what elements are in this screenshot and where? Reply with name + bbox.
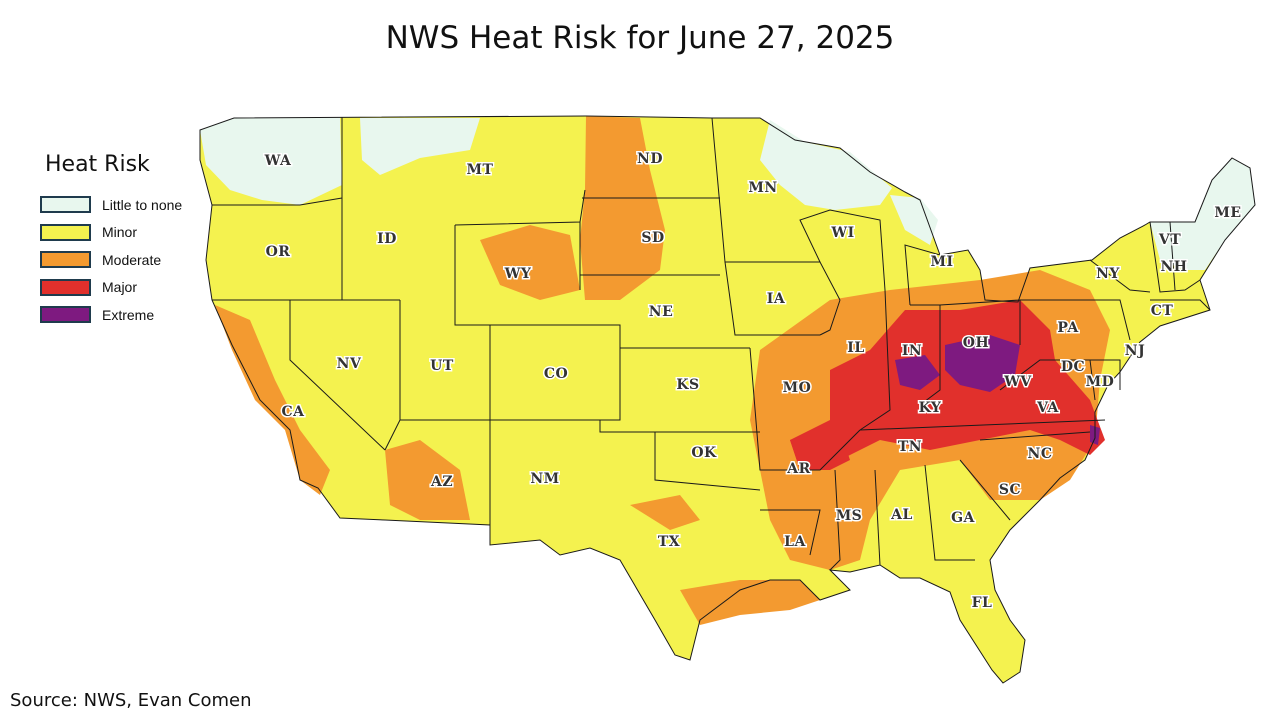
map-title: NWS Heat Risk for June 27, 2025	[385, 20, 895, 56]
state-label-ia: IA	[767, 291, 786, 307]
risk-little-pacific-nw	[200, 117, 342, 205]
state-labels: WA OR CA ID NV MT WY UT AZ CO NM ND SD N…	[262, 150, 1242, 613]
risk-little-great-lakes	[890, 195, 938, 245]
risk-little-northern-rockies	[360, 118, 480, 175]
state-label-dc: DC	[1061, 359, 1085, 375]
state-label-ut: UT	[430, 358, 454, 374]
state-label-md: MD	[1086, 374, 1115, 390]
state-label-nd: ND	[637, 151, 663, 167]
legend-item-little-to-none: Little to none	[40, 191, 182, 219]
state-label-wi: WI	[830, 225, 854, 241]
legend-item-moderate: Moderate	[40, 246, 182, 274]
state-label-vt: VT	[1158, 232, 1181, 248]
state-label-mn: MN	[748, 180, 777, 196]
legend-swatch-extreme	[40, 306, 91, 324]
risk-moderate-gulf-coast	[680, 580, 820, 625]
state-label-ga: GA	[951, 510, 975, 526]
legend-item-minor: Minor	[40, 219, 182, 247]
legend-swatch-little-to-none	[40, 196, 91, 214]
legend-item-extreme: Extreme	[40, 301, 182, 329]
state-label-sc: SC	[999, 482, 1021, 498]
state-label-nc: NC	[1028, 446, 1053, 462]
state-label-ar: AR	[786, 461, 811, 477]
state-label-ms: MS	[836, 508, 863, 524]
state-label-al: AL	[890, 507, 913, 523]
state-label-or: OR	[266, 244, 291, 260]
risk-little-upper-midwest	[760, 120, 892, 210]
state-label-id: ID	[377, 231, 397, 247]
state-label-fl: FL	[972, 595, 993, 611]
state-label-co: CO	[544, 366, 568, 382]
state-borders	[199, 115, 1256, 684]
state-label-il: IL	[847, 340, 864, 356]
state-label-ca: CA	[281, 404, 305, 420]
state-label-mi: MI	[930, 254, 953, 270]
legend-label: Little to none	[102, 196, 183, 213]
state-label-ct: CT	[1151, 303, 1174, 319]
state-label-tn: TN	[898, 439, 922, 455]
source-credit: Source: NWS, Evan Comen	[10, 690, 252, 711]
legend-label: Minor	[102, 224, 138, 241]
state-label-wa: WA	[264, 153, 292, 169]
state-label-nv: NV	[337, 356, 362, 372]
legend-label: Extreme	[102, 306, 155, 323]
risk-major-ohio-valley	[790, 300, 1105, 470]
state-label-pa: PA	[1057, 320, 1079, 336]
state-label-mt: MT	[467, 162, 494, 178]
risk-moderate-dakotas	[580, 116, 665, 300]
state-label-ks: KS	[676, 377, 699, 393]
risk-extreme-ohio	[945, 335, 1020, 392]
state-label-wv: WV	[1003, 374, 1032, 390]
legend-label: Major	[102, 279, 138, 296]
state-label-ne: NE	[649, 304, 673, 320]
us-land-base	[200, 116, 1255, 683]
state-label-ok: OK	[691, 445, 717, 461]
legend-swatch-moderate	[40, 251, 91, 269]
state-label-va: VA	[1036, 400, 1059, 416]
risk-major-arkansas-delta	[790, 430, 850, 470]
risk-moderate-arizona	[385, 440, 470, 520]
state-label-me: ME	[1214, 205, 1241, 221]
state-label-nm: NM	[530, 471, 559, 487]
legend-label: Moderate	[102, 251, 162, 268]
legend-item-major: Major	[40, 274, 182, 302]
state-label-tx: TX	[658, 534, 680, 550]
legend-swatch-major	[40, 278, 91, 296]
state-label-la: LA	[784, 534, 806, 550]
risk-little-new-england	[1150, 158, 1255, 270]
risk-moderate-texas-east	[630, 495, 700, 530]
state-label-nh: NH	[1160, 259, 1187, 275]
state-label-wy: WY	[504, 266, 532, 282]
risk-moderate-wyoming	[480, 225, 580, 300]
state-label-mo: MO	[783, 380, 812, 396]
risk-extreme-indiana	[895, 355, 940, 390]
state-label-in: IN	[902, 343, 922, 359]
risk-moderate-california	[215, 305, 330, 495]
legend: Heat Risk Little to none Minor Moderate …	[40, 152, 182, 329]
legend-swatch-minor	[40, 223, 91, 241]
state-label-oh: OH	[963, 335, 989, 351]
state-label-az: AZ	[430, 474, 453, 490]
state-label-ny: NY	[1096, 266, 1120, 282]
state-label-sd: SD	[641, 230, 664, 246]
state-label-nj: NJ	[1125, 343, 1145, 359]
legend-title: Heat Risk	[45, 152, 150, 177]
state-label-ky: KY	[919, 400, 942, 416]
